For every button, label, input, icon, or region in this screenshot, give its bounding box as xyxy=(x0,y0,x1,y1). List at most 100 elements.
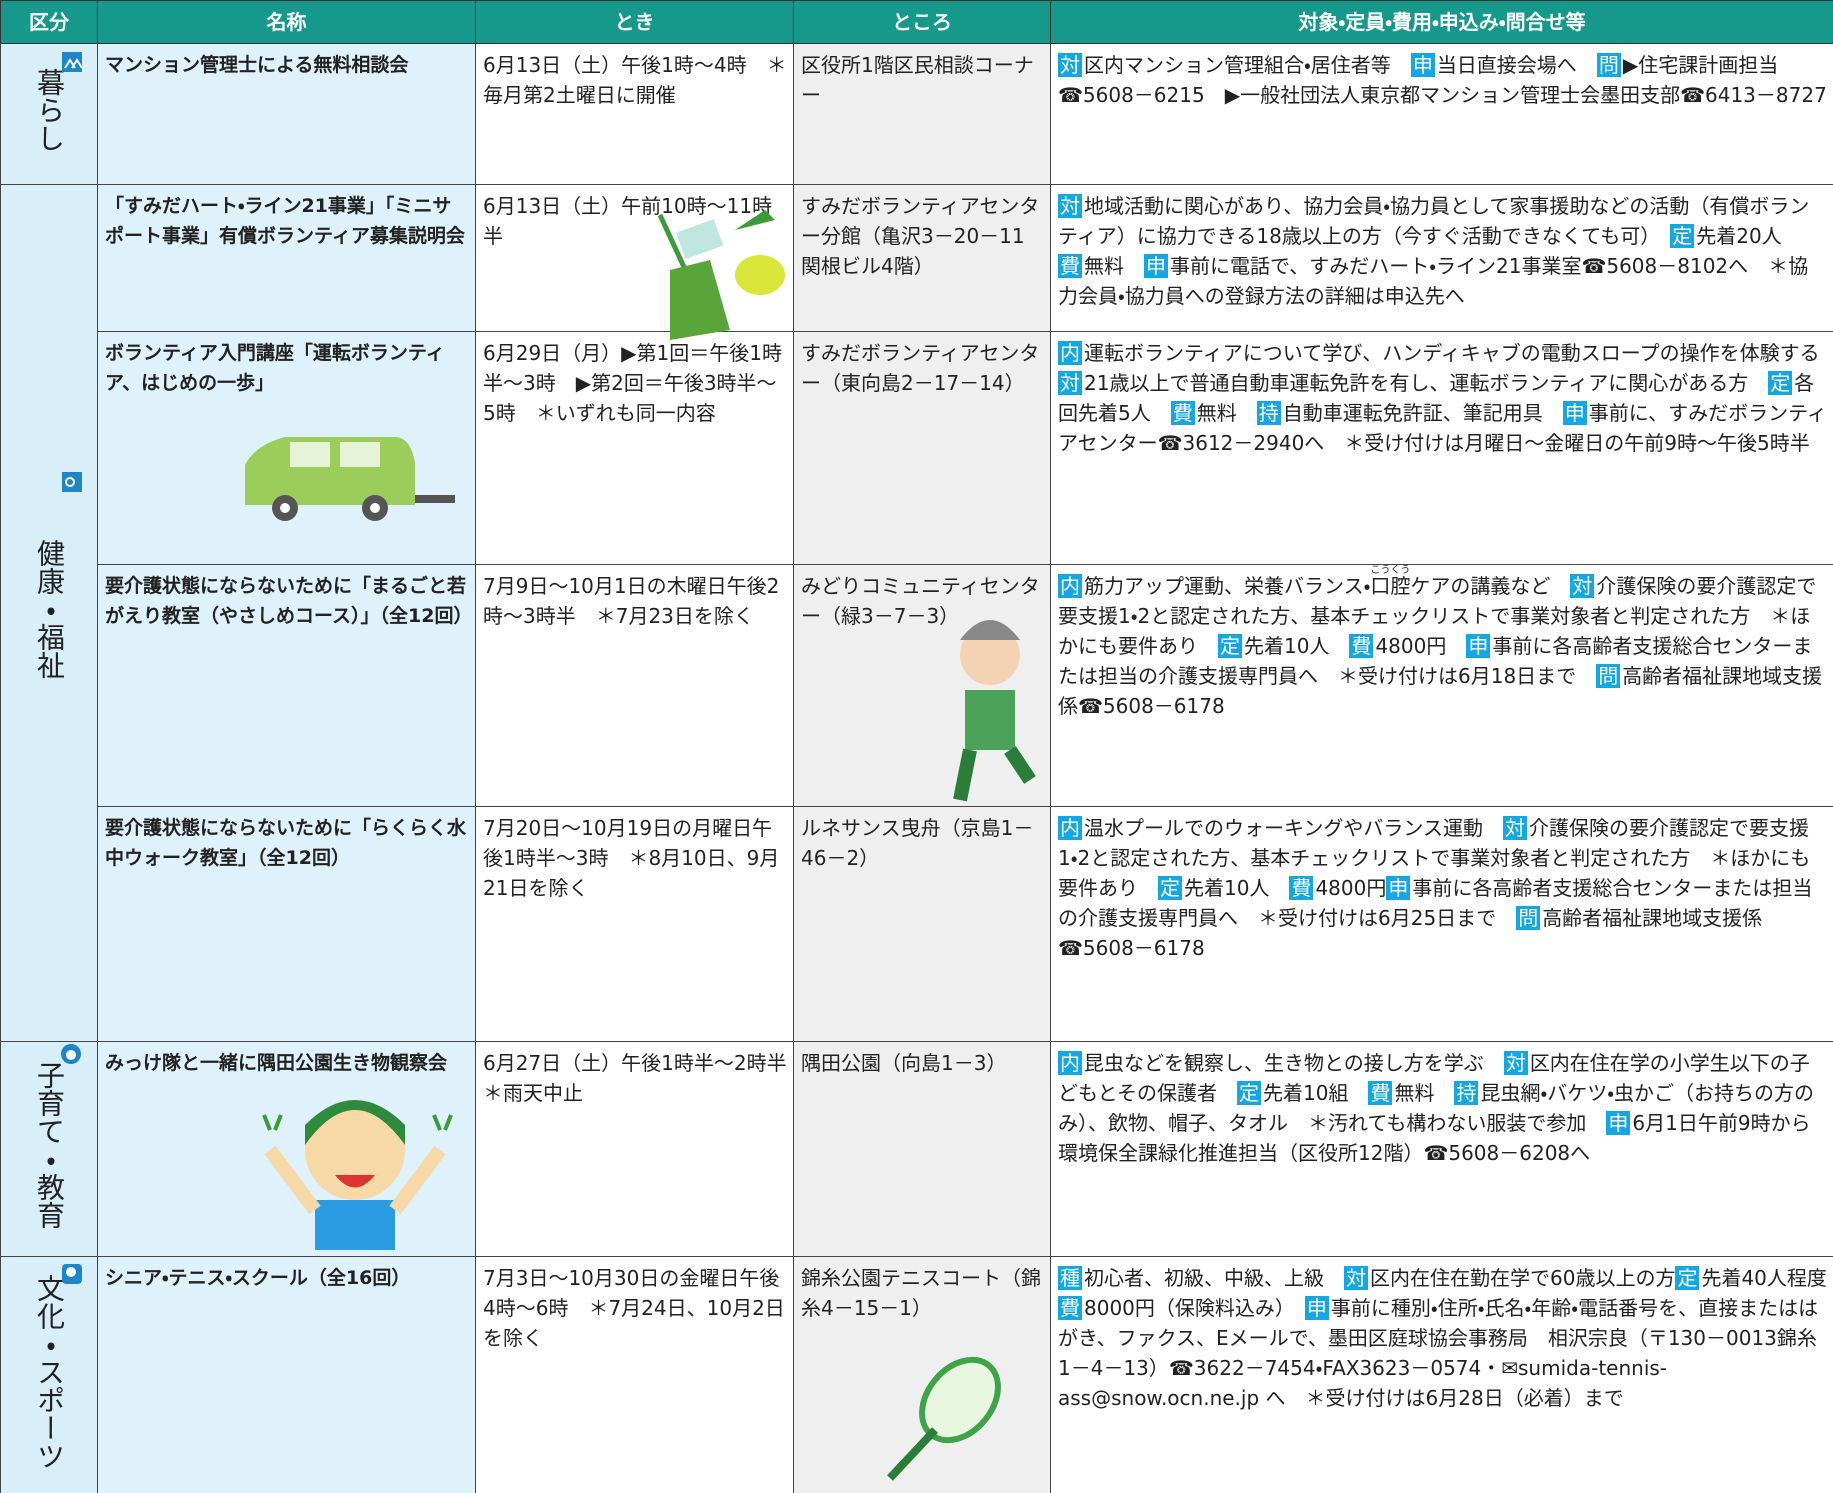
detail-text: 昆虫網・バケツ・虫かご（お持ちの方のみ）、飲物、帽子、タオル ＊汚れても構わない… xyxy=(1058,1081,1815,1135)
detail-text: 区内マンション管理組合・居住者等 xyxy=(1084,53,1411,77)
event-where: 区役所1階区民相談コーナー xyxy=(793,43,1051,185)
detail-tag: 対 xyxy=(1570,574,1595,598)
category-label: 子育て・教育 xyxy=(33,1061,66,1229)
event-details: 内筋力アップ運動、栄養バランス・口腔こうくうケアの講義など 対介護保険の要介護認… xyxy=(1050,564,1833,807)
detail-tag: 内 xyxy=(1058,816,1082,840)
detail-text: 介護保険の要介護認定で要支援1・2と認定された方、基本チェックリストで事業対象者… xyxy=(1058,574,1817,658)
category-label: 健康・福祉 xyxy=(33,539,66,679)
detail-tag: 費 xyxy=(1058,254,1082,278)
category-label: 暮らし xyxy=(33,68,66,152)
detail-text: ケアの講義など xyxy=(1410,574,1571,598)
detail-text: 自動車運転免許証、筆記用具 xyxy=(1282,401,1563,425)
event-details: 内運転ボランティアについて学び、ハンディキャブの電動スロープの操作を体験する 対… xyxy=(1050,331,1833,565)
detail-tag: 申 xyxy=(1144,254,1168,278)
detail-tag: 費 xyxy=(1058,1296,1082,1320)
event-when: 6月27日（土）午後1時半～2時半 ＊雨天中止 xyxy=(475,1041,794,1257)
event-name: シニア・テニス・スクール（全16回） xyxy=(97,1256,476,1493)
detail-text: 区内在住在学の小学生以下の子どもとその保護者 xyxy=(1058,1051,1810,1105)
event-when: 6月29日（月）▶第1回＝午後1時半～3時 ▶第2回＝午後3時半～5時 ＊いずれ… xyxy=(475,331,794,565)
detail-tag: 対 xyxy=(1058,53,1082,77)
detail-text: 高齢者福祉課地域支援係☎5608－6178 xyxy=(1058,906,1763,960)
event-name: 要介護状態にならないために「らくらく水中ウォーク教室」（全12回） xyxy=(97,806,476,1042)
detail-text: 先着10人 xyxy=(1244,634,1350,658)
detail-tag: 問 xyxy=(1596,664,1621,688)
detail-text: 運転ボランティアについて学び、ハンディキャブの電動スロープの操作を体験する xyxy=(1084,341,1820,365)
detail-tag: 内 xyxy=(1058,574,1082,598)
detail-tag: 費 xyxy=(1349,634,1374,658)
event-row: 要介護状態にならないために「らくらく水中ウォーク教室」（全12回） 7月20日～1… xyxy=(1,806,1833,1042)
detail-tag: 申 xyxy=(1410,53,1435,77)
event-where: すみだボランティアセンター（東向島2－17－14） xyxy=(793,331,1051,565)
event-details: 対地域活動に関心があり、協力会員・協力員として家事援助などの活動（有償ボランティ… xyxy=(1050,184,1833,332)
detail-tag: 申 xyxy=(1562,401,1587,425)
detail-text: 当日直接会場へ xyxy=(1436,53,1597,77)
detail-text: 先着10人 xyxy=(1184,876,1290,900)
detail-text: 無料 xyxy=(1394,1081,1455,1105)
detail-text: ▶住宅課計画担当☎5608－6215 ▶一般社団法人東京都マンション管理士会墨田… xyxy=(1058,53,1827,107)
event-name: ボランティア入門講座「運転ボランティア、はじめの一歩」 xyxy=(97,331,476,565)
column-header: ところ xyxy=(793,0,1051,44)
detail-text: 区内在住在勤在学で60歳以上の方 xyxy=(1370,1266,1676,1290)
detail-tag: 費 xyxy=(1289,876,1314,900)
detail-tag: 定 xyxy=(1670,224,1695,248)
detail-tag: 対 xyxy=(1058,371,1082,395)
event-where: みどりコミュニティセンター（緑3－7－3） xyxy=(793,564,1051,807)
event-row: 子育て・教育 みっけ隊と一緒に隅田公園生き物観察会 6月27日（土）午後1時半～2時… xyxy=(0,1041,1833,1257)
column-header: 対象・定員・費用・申込み・問合せ等 xyxy=(1050,0,1833,44)
column-header: 名称 xyxy=(97,0,476,44)
category-cell: 健康・福祉 xyxy=(0,184,98,1042)
event-row: 暮らし マンション管理士による無料相談会 6月13日（土）午後1時～4時 ＊毎月第2… xyxy=(0,43,1833,185)
event-name: みっけ隊と一緒に隅田公園生き物観察会 xyxy=(97,1041,476,1257)
detail-text: 8000円（保険料込み） xyxy=(1084,1296,1305,1320)
detail-tag: 対 xyxy=(1344,1266,1368,1290)
detail-tag: 定 xyxy=(1158,876,1182,900)
event-where: すみだボランティアセンター分館（亀沢3－20－11関根ビル4階） xyxy=(793,184,1051,332)
event-row: 要介護状態にならないために「まるごと若がえり教室（やさしめコース）」（全12回）… xyxy=(1,564,1833,807)
detail-tag: 持 xyxy=(1454,1081,1479,1105)
detail-text: 口腔 xyxy=(1370,574,1411,598)
category-cell: 子育て・教育 xyxy=(0,1041,98,1257)
column-header: 区分 xyxy=(0,0,98,44)
event-when: 6月13日（土）午前10時～11時半 xyxy=(475,184,794,332)
detail-tag: 問 xyxy=(1516,906,1541,930)
detail-text: 事前に各高齢者支援総合センターまたは担当の介護支援専門員へ ＊受け付けは6月18… xyxy=(1058,634,1813,688)
detail-tag: 持 xyxy=(1256,401,1281,425)
event-when: 7月9日～10月1日の木曜日午後2時～3時半 ＊7月23日を除く xyxy=(475,564,794,807)
detail-text: 4800円 xyxy=(1375,634,1467,658)
event-where: 隅田公園（向島1－3） xyxy=(793,1041,1051,1257)
event-name: マンション管理士による無料相談会 xyxy=(97,43,476,185)
detail-text: 温水プールでのウォーキングやバランス運動 xyxy=(1084,816,1503,840)
detail-text: 初心者、初級、中級、上級 xyxy=(1084,1266,1344,1290)
detail-tag: 申 xyxy=(1386,876,1411,900)
detail-tag: 問 xyxy=(1596,53,1621,77)
event-details: 内昆虫などを観察し、生き物との接し方を学ぶ 対区内在住在学の小学生以下の子どもと… xyxy=(1050,1041,1833,1257)
detail-text: 地域活動に関心があり、協力会員・協力員として家事援助などの活動（有償ボランティア… xyxy=(1058,194,1810,248)
event-name: 「すみだハート・ライン21事業」「ミニサポート事業」有償ボランティア募集説明会 xyxy=(97,184,476,332)
table-body: 暮らし マンション管理士による無料相談会 6月13日（土）午後1時～4時 ＊毎月第2… xyxy=(0,43,1833,1493)
category-cell: 暮らし xyxy=(0,43,98,185)
ruby-text: 口腔こうくう xyxy=(1370,566,1411,599)
category-cell: 文化・スポーツ xyxy=(0,1256,98,1493)
detail-text: 4800円 xyxy=(1315,876,1387,900)
column-header: とき xyxy=(475,0,794,44)
detail-tag: 定 xyxy=(1237,1081,1261,1105)
event-where: ルネサンス曳舟（京島1－46－2） xyxy=(793,806,1051,1042)
event-row: 健康・福祉 「すみだハート・ライン21事業」「ミニサポート事業」有償ボランティア募… xyxy=(0,184,1833,1042)
detail-tag: 定 xyxy=(1675,1266,1700,1290)
event-when: 6月13日（土）午後1時～4時 ＊毎月第2土曜日に開催 xyxy=(475,43,794,185)
detail-text: 6月1日午前9時から環境保全課緑化推進担当（区役所12階）☎5608－6208へ xyxy=(1058,1111,1811,1165)
detail-text: 無料 xyxy=(1084,254,1144,278)
detail-text: 昆虫などを観察し、生き物との接し方を学ぶ xyxy=(1084,1051,1504,1075)
event-row: 文化・スポーツ シニア・テニス・スクール（全16回） 7月3日～10月30日の金曜日… xyxy=(0,1256,1833,1493)
detail-text: 事前に各高齢者支援総合センターまたは担当の介護支援専門員へ ＊受け付けは6月25… xyxy=(1058,876,1813,930)
header-row: 区分 名称 とき ところ 対象・定員・費用・申込み・問合せ等 xyxy=(0,0,1833,44)
detail-text: 各回先着5人 xyxy=(1058,371,1815,425)
event-when: 7月3日～10月30日の金曜日午後4時～6時 ＊7月24日、10月2日を除く xyxy=(475,1256,794,1493)
event-details: 内温水プールでのウォーキングやバランス運動 対介護保険の要介護認定で要支援1・2… xyxy=(1050,806,1833,1042)
detail-text: 事前に、すみだボランティアセンター☎3612－2940へ ＊受け付けは月曜日～金… xyxy=(1058,401,1827,455)
detail-tag: 内 xyxy=(1058,341,1082,365)
ruby-reading: こうくう xyxy=(1370,565,1411,577)
detail-text: 筋力アップ運動、栄養バランス・ xyxy=(1084,574,1371,598)
